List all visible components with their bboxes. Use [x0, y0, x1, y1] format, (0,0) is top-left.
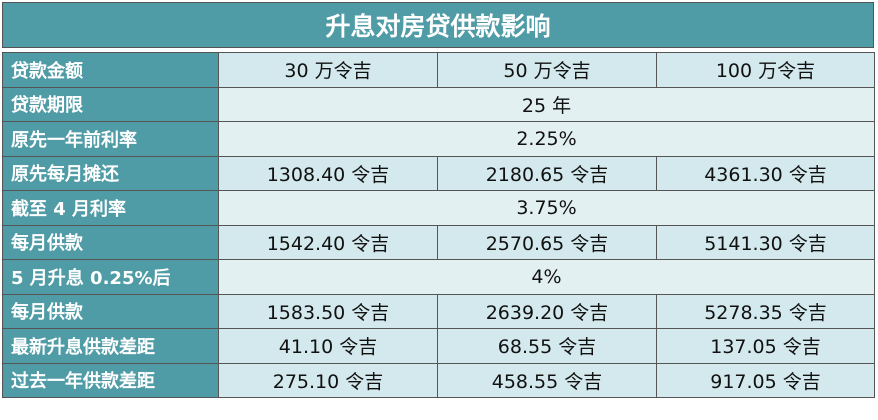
cell: 5278.35 令吉 — [656, 293, 875, 329]
cell: 4% — [218, 259, 875, 295]
table-row: 原先每月摊还 1308.40 令吉 2180.65 令吉 4361.30 令吉 — [2, 155, 875, 191]
cell: 2.25% — [218, 121, 875, 157]
title: 升息对房贷供款影响 — [2, 2, 874, 48]
cell: 917.05 令吉 — [656, 362, 875, 398]
cell: 68.55 令吉 — [437, 328, 657, 364]
cell: 275.10 令吉 — [218, 362, 438, 398]
cell: 2570.65 令吉 — [437, 224, 657, 260]
row-header: 每月供款 — [2, 224, 219, 260]
row-header: 最新升息供款差距 — [2, 328, 219, 364]
table-row: 贷款期限 25 年 — [2, 86, 875, 122]
row-header: 原先每月摊还 — [2, 155, 219, 191]
row-header: 贷款金额 — [2, 52, 219, 88]
row-header: 过去一年供款差距 — [2, 362, 219, 398]
table-row: 5 月升息 0.25%后 4% — [2, 259, 875, 295]
cell: 137.05 令吉 — [656, 328, 875, 364]
cell: 5141.30 令吉 — [656, 224, 875, 260]
row-header: 5 月升息 0.25%后 — [2, 259, 219, 295]
table-row: 截至 4 月利率 3.75% — [2, 190, 875, 226]
cell: 458.55 令吉 — [437, 362, 657, 398]
row-header: 截至 4 月利率 — [2, 190, 219, 226]
cell: 1308.40 令吉 — [218, 155, 438, 191]
cell: 3.75% — [218, 190, 875, 226]
row-header: 贷款期限 — [2, 86, 219, 122]
row-header: 每月供款 — [2, 293, 219, 329]
table-row: 原先一年前利率 2.25% — [2, 121, 875, 157]
table-row: 贷款金额 30 万令吉 50 万令吉 100 万令吉 — [2, 52, 875, 88]
cell: 1542.40 令吉 — [218, 224, 438, 260]
cell: 1583.50 令吉 — [218, 293, 438, 329]
table-row: 过去一年供款差距 275.10 令吉 458.55 令吉 917.05 令吉 — [2, 362, 875, 398]
cell: 2180.65 令吉 — [437, 155, 657, 191]
cell: 30 万令吉 — [218, 52, 438, 88]
cell: 41.10 令吉 — [218, 328, 438, 364]
table-row: 最新升息供款差距 41.10 令吉 68.55 令吉 137.05 令吉 — [2, 328, 875, 364]
cell: 100 万令吉 — [656, 52, 875, 88]
table-row: 每月供款 1542.40 令吉 2570.65 令吉 5141.30 令吉 — [2, 224, 875, 260]
cell: 2639.20 令吉 — [437, 293, 657, 329]
cell: 25 年 — [218, 86, 875, 122]
table-row: 每月供款 1583.50 令吉 2639.20 令吉 5278.35 令吉 — [2, 293, 875, 329]
cell: 50 万令吉 — [437, 52, 657, 88]
row-header: 原先一年前利率 — [2, 121, 219, 157]
cell: 4361.30 令吉 — [656, 155, 875, 191]
table: 贷款金额 30 万令吉 50 万令吉 100 万令吉 贷款期限 25 年原先一年前利率 2.… — [2, 52, 875, 398]
